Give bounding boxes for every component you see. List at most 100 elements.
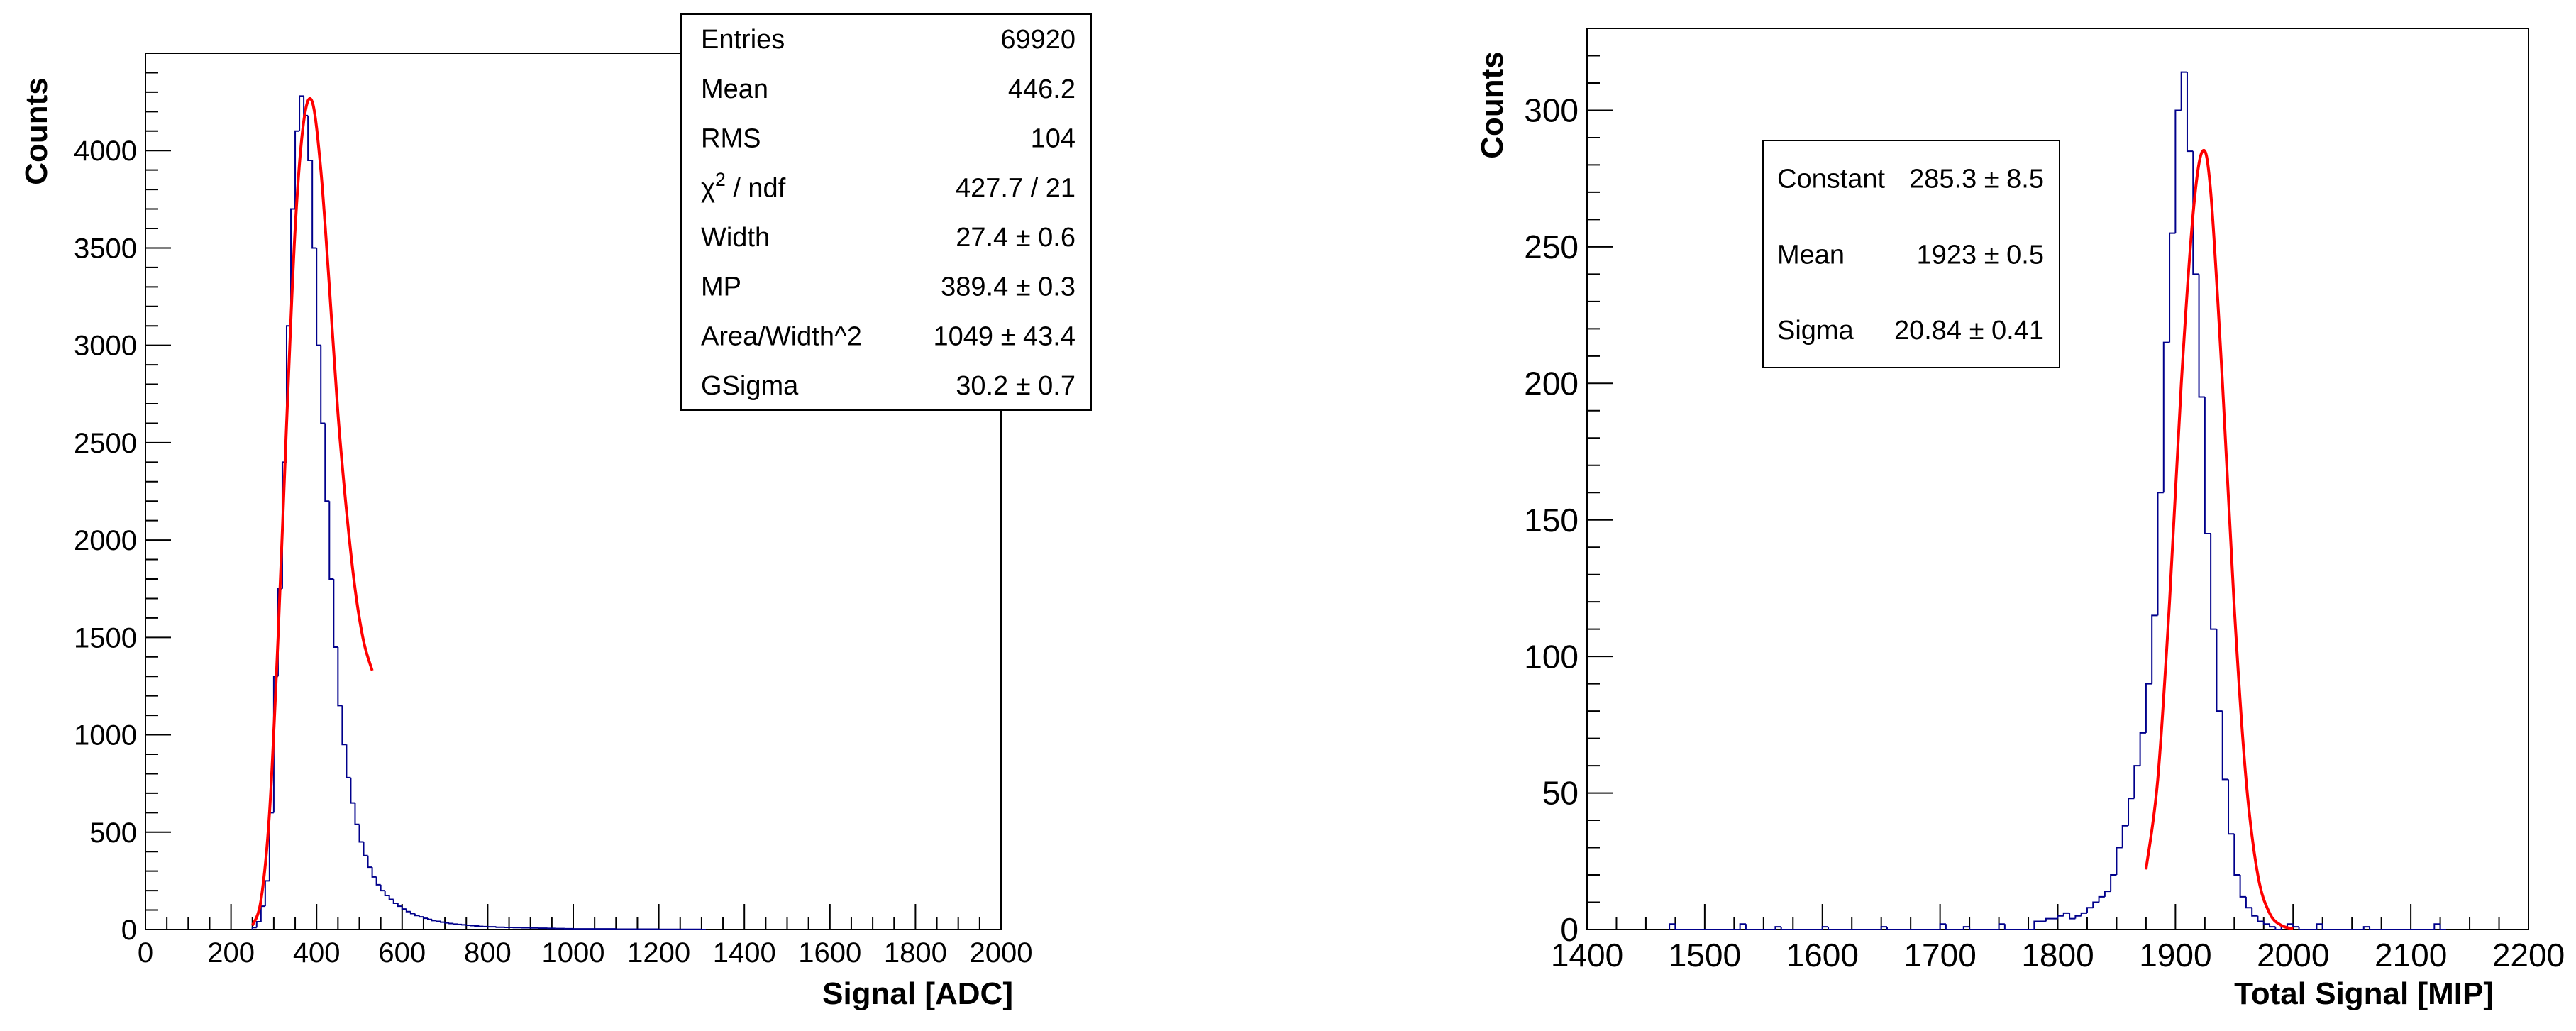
histogram-bin: [1886, 927, 1940, 930]
stats-value: 104: [1031, 124, 1076, 154]
histogram-bin: [2186, 72, 2194, 153]
y-tick-label: 2000: [74, 525, 137, 556]
y-axis-title: Counts: [1475, 51, 1510, 159]
histogram-bin: [346, 744, 351, 778]
stats-value: 27.4 ± 0.6: [956, 223, 1076, 253]
histogram-bin: [2198, 274, 2205, 398]
histogram-bin: [307, 115, 313, 161]
stats-value: 285.3 ± 8.5: [1909, 165, 2044, 194]
x-tick-label: 2000: [970, 937, 1033, 969]
stats-box-frame: [680, 13, 1092, 411]
stats-box-frame: [1762, 140, 2060, 368]
stats-value: 69920: [1000, 25, 1076, 55]
axis-ticks: 0 200 400 600 800 1000 1200 1400 1600 1800 2000 0 50…: [74, 72, 1032, 969]
histogram-bin: [388, 895, 394, 900]
histogram-bin: [440, 921, 446, 923]
x-tick-label: 2100: [2375, 937, 2447, 974]
histogram-bin: [320, 345, 326, 424]
histogram-bin: [2251, 908, 2258, 917]
histogram-bin: [2128, 798, 2135, 826]
stats-value: 30.2 ± 0.7: [956, 371, 1076, 401]
y-tick-label: 100: [1524, 638, 1579, 675]
stats-label: RMS: [701, 124, 761, 154]
stats-label: Sigma: [1777, 316, 1854, 346]
histogram-bin: [1780, 927, 1823, 930]
histogram-bin: [375, 876, 381, 886]
stats-label: MP: [701, 272, 741, 302]
histogram-bin: [2098, 895, 2105, 903]
histogram-bin: [290, 208, 296, 326]
y-tick-label: 3000: [74, 331, 137, 362]
histogram-bin: [453, 923, 458, 925]
histogram-bin: [397, 903, 402, 908]
histogram-bin: [405, 909, 411, 913]
x-tick-label: 1900: [2139, 937, 2211, 974]
histogram-bin: [2228, 779, 2235, 835]
histogram-bin: [311, 160, 317, 249]
histogram-bin: [1669, 923, 1676, 930]
histogram-bin: [294, 130, 300, 209]
stats-label: Mean: [701, 75, 768, 104]
x-tick-label: 1800: [884, 937, 947, 969]
histogram-bin: [2104, 891, 2111, 897]
y-tick-label: 250: [1524, 228, 1579, 265]
x-tick-label: 1000: [542, 937, 605, 969]
histogram-bin: [1821, 926, 1829, 930]
histogram-bin: [2216, 629, 2223, 712]
histogram-bin: [363, 842, 368, 856]
y-tick-label: 0: [1560, 911, 1579, 948]
histogram-bin: [2210, 533, 2217, 630]
histogram-bin: [316, 248, 321, 346]
histogram-bin: [392, 899, 398, 904]
stats-value: 1923 ± 0.5: [1917, 240, 2044, 270]
histogram-bin: [2169, 232, 2176, 343]
histogram-bin: [2145, 683, 2152, 733]
histogram-bin: [457, 923, 463, 925]
histogram-bin: [2269, 924, 2276, 928]
histogram-bin: [422, 917, 428, 920]
histogram-bin: [1998, 923, 2005, 930]
histogram-bin: [328, 501, 334, 580]
stats-label: Area/Width^2: [701, 321, 862, 351]
histogram-bin: [350, 777, 355, 804]
histogram-bin: [2092, 901, 2099, 908]
y-tick-label: 3500: [74, 233, 137, 264]
histogram-bin: [2174, 109, 2182, 233]
histogram-bin: [2162, 341, 2170, 493]
y-tick-label: 500: [89, 817, 137, 849]
y-tick-label: 2500: [74, 428, 137, 459]
stats-value: 389.4 ± 0.3: [941, 272, 1076, 302]
histogram-bin: [333, 579, 338, 649]
histogram-bin: [431, 919, 437, 922]
stats-label: GSigma: [701, 371, 799, 401]
histogram-bin: [2033, 920, 2040, 930]
stats-value: 427.7 / 21: [956, 173, 1076, 203]
x-tick-label: 1600: [1786, 937, 1859, 974]
fit-line: [250, 97, 374, 927]
histogram-bin: [2257, 915, 2264, 922]
y-tick-label: 1500: [74, 622, 137, 654]
stats-label: Constant: [1777, 165, 1886, 194]
histogram-bin: [2121, 825, 2129, 848]
histogram-bin: [384, 891, 389, 896]
histogram-bin: [436, 920, 441, 922]
histogram-bin: [1739, 923, 1746, 930]
x-axis-title: Total Signal [MIP]: [2234, 976, 2494, 1011]
histogram-bin: [2074, 915, 2082, 919]
x-tick-label: 1500: [1669, 937, 1741, 974]
stats-box: Entries 69920 Mean 446.2 RMS 104 χ2 / ndf 427.7…: [680, 13, 1092, 411]
histogram-bin: [409, 911, 415, 915]
histogram-bin: [2045, 917, 2058, 922]
histogram-bin: [2192, 151, 2199, 275]
histogram-bin: [380, 884, 385, 892]
histogram-bin: [337, 647, 343, 707]
x-tick-label: 1600: [798, 937, 861, 969]
histogram-bin: [371, 867, 377, 878]
stats-label: Width: [701, 223, 770, 253]
histogram-bin: [1945, 924, 1964, 930]
histogram-bin: [1939, 923, 1946, 930]
histogram-bin: [260, 905, 265, 922]
histogram-bin: [2003, 924, 2035, 930]
x-axis-title: Signal [ADC]: [822, 976, 1013, 1011]
histogram-bin: [2221, 711, 2229, 781]
